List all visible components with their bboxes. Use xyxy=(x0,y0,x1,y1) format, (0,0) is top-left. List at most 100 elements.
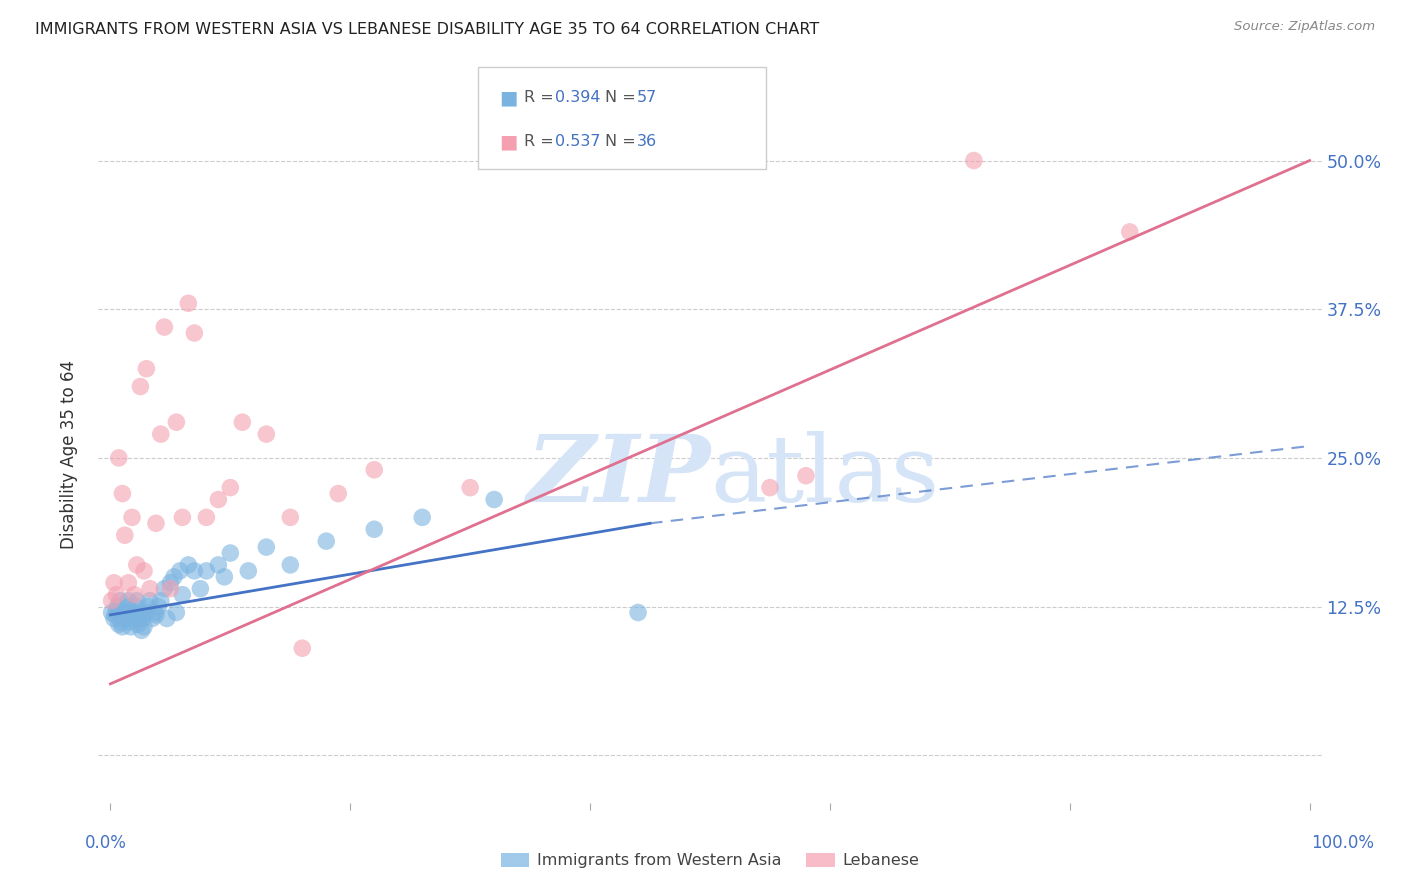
Point xyxy=(165,606,187,620)
Point xyxy=(125,558,148,572)
Point xyxy=(188,582,212,596)
Point xyxy=(135,361,157,376)
Point xyxy=(278,510,301,524)
Point xyxy=(139,582,162,596)
Point xyxy=(153,320,176,334)
Text: 0.394: 0.394 xyxy=(555,90,600,105)
Text: ■: ■ xyxy=(499,88,517,107)
Point xyxy=(127,617,149,632)
Point xyxy=(110,615,132,629)
Point xyxy=(627,606,650,620)
Point xyxy=(207,492,229,507)
Point xyxy=(103,611,125,625)
Text: IMMIGRANTS FROM WESTERN ASIA VS LEBANESE DISABILITY AGE 35 TO 64 CORRELATION CHA: IMMIGRANTS FROM WESTERN ASIA VS LEBANESE… xyxy=(35,22,820,37)
Point xyxy=(132,564,155,578)
Point xyxy=(172,588,194,602)
Point xyxy=(183,326,205,340)
Point xyxy=(363,522,385,536)
Point xyxy=(129,379,152,393)
Point xyxy=(159,582,181,596)
Point xyxy=(107,599,129,614)
Point xyxy=(124,599,146,614)
Text: 100.0%: 100.0% xyxy=(1312,834,1374,852)
Text: N =: N = xyxy=(605,134,641,149)
Text: Source: ZipAtlas.com: Source: ZipAtlas.com xyxy=(1234,20,1375,33)
Y-axis label: Disability Age 35 to 64: Disability Age 35 to 64 xyxy=(59,360,77,549)
Point xyxy=(132,611,155,625)
Point xyxy=(105,588,128,602)
Point xyxy=(148,599,170,614)
Legend: Immigrants from Western Asia, Lebanese: Immigrants from Western Asia, Lebanese xyxy=(495,847,925,875)
Point xyxy=(411,510,433,524)
Point xyxy=(128,611,150,625)
Point xyxy=(159,575,181,590)
Point xyxy=(111,486,134,500)
Point xyxy=(165,415,187,429)
Text: atlas: atlas xyxy=(710,431,939,521)
Point xyxy=(129,606,152,620)
Text: 0.0%: 0.0% xyxy=(84,834,127,852)
Point xyxy=(143,606,166,620)
Point xyxy=(139,593,162,607)
Point xyxy=(124,607,146,622)
Point xyxy=(177,558,200,572)
Text: 57: 57 xyxy=(637,90,657,105)
Point xyxy=(214,570,236,584)
Point xyxy=(122,606,145,620)
Point xyxy=(124,588,146,602)
Point xyxy=(195,564,218,578)
Text: R =: R = xyxy=(524,134,560,149)
Point xyxy=(108,450,131,465)
Point xyxy=(183,564,205,578)
Point xyxy=(108,617,131,632)
Point xyxy=(111,620,134,634)
Point xyxy=(121,611,143,625)
Point xyxy=(118,615,141,629)
Point xyxy=(291,641,314,656)
Point xyxy=(231,415,253,429)
Point xyxy=(172,510,194,524)
Point xyxy=(120,620,142,634)
Point xyxy=(121,510,143,524)
Point xyxy=(105,603,128,617)
Point xyxy=(104,607,127,622)
Point xyxy=(117,575,139,590)
Point xyxy=(125,593,148,607)
Point xyxy=(254,540,277,554)
Point xyxy=(108,593,131,607)
Point xyxy=(141,611,163,625)
Point xyxy=(117,593,139,607)
Text: N =: N = xyxy=(605,90,641,105)
Point xyxy=(759,481,782,495)
Point xyxy=(112,611,135,625)
Point xyxy=(254,427,277,442)
Point xyxy=(794,468,817,483)
Point xyxy=(278,558,301,572)
Point xyxy=(163,570,186,584)
Point xyxy=(115,599,138,614)
Text: ■: ■ xyxy=(499,132,517,151)
Point xyxy=(135,606,157,620)
Point xyxy=(100,593,122,607)
Point xyxy=(219,481,242,495)
Point xyxy=(145,516,167,531)
Point xyxy=(1119,225,1142,239)
Text: 36: 36 xyxy=(637,134,657,149)
Point xyxy=(114,528,136,542)
Point xyxy=(328,486,350,500)
Point xyxy=(149,593,172,607)
Point xyxy=(169,564,191,578)
Point xyxy=(219,546,242,560)
Point xyxy=(100,606,122,620)
Point xyxy=(207,558,229,572)
Point xyxy=(115,607,138,622)
Point xyxy=(458,481,481,495)
Point xyxy=(177,296,200,310)
Text: R =: R = xyxy=(524,90,560,105)
Point xyxy=(315,534,337,549)
Point xyxy=(114,606,136,620)
Point xyxy=(103,575,125,590)
Point xyxy=(195,510,218,524)
Point xyxy=(131,624,153,638)
Point xyxy=(238,564,260,578)
